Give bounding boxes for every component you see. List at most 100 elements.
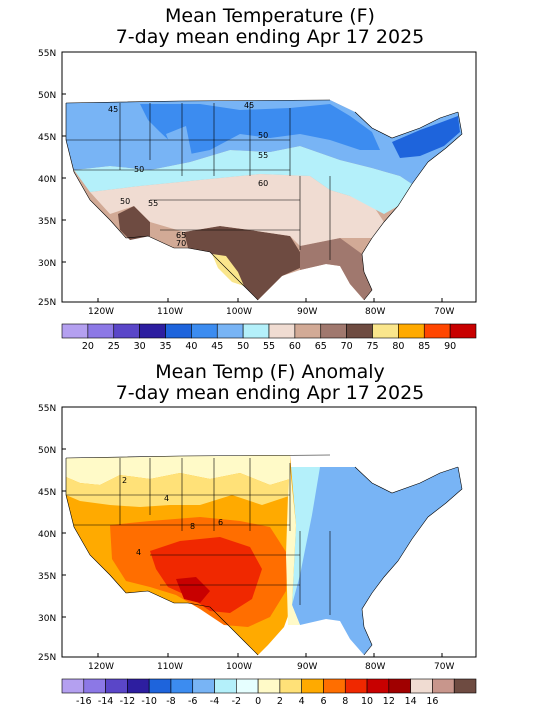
colorbar-label: 12 <box>383 696 395 707</box>
colorbar-label: -4 <box>210 696 219 707</box>
lon-label: 110W <box>157 307 183 317</box>
colorbar-swatch <box>301 678 324 694</box>
lat-label: 55N <box>38 49 56 59</box>
colorbar-label: -8 <box>166 696 175 707</box>
colorbar-swatch <box>423 323 451 339</box>
colorbar-swatch <box>148 678 172 694</box>
colorbar-swatch <box>366 678 390 694</box>
contour-label: 8 <box>190 522 195 531</box>
colorbar-label: -14 <box>98 696 114 707</box>
contour-label: 50 <box>120 197 130 206</box>
colorbar-anomaly: -16 -14 -12 -10 -8 -6 -4 -2 0 2 4 6 8 10 12 14 16 <box>61 678 477 707</box>
colorbar-swatch <box>344 678 368 694</box>
colorbar-swatch <box>113 323 140 339</box>
lon-label: 90W <box>297 662 317 672</box>
colorbar-swatch <box>410 678 433 694</box>
colorbar-swatch <box>398 323 425 339</box>
lat-label: 50N <box>38 91 56 101</box>
colorbar-swatch <box>105 678 128 694</box>
colorbar-label: 0 <box>255 696 261 707</box>
colorbar-label: 2 <box>277 696 283 707</box>
colorbar-label: 90 <box>444 341 456 352</box>
colorbar-swatch <box>214 678 237 694</box>
colorbar-swatch <box>83 678 106 694</box>
colorbar-swatch <box>279 678 302 694</box>
lon-label: 70W <box>434 662 454 672</box>
colorbar-label: 85 <box>418 341 430 352</box>
lat-label: 25N <box>38 653 56 663</box>
colorbar-label: 75 <box>366 341 378 352</box>
colorbar-label: 4 <box>299 696 305 707</box>
lon-label: 110W <box>157 662 183 672</box>
longitude-labels: 120W 110W 100W 90W 80W 70W <box>88 307 454 317</box>
map-title-2: Mean Temp (F) Anomaly 7-day mean ending … <box>0 362 540 404</box>
contour-label: 65 <box>176 231 186 240</box>
lon-label: 80W <box>365 307 385 317</box>
colorbar-swatch <box>320 323 347 339</box>
colorbar-label: 40 <box>185 341 197 352</box>
lat-label: 45N <box>38 488 56 498</box>
state-borders <box>65 99 463 301</box>
contour-label: 6 <box>218 518 223 527</box>
colorbar-label: 80 <box>392 341 404 352</box>
ticks <box>62 448 443 657</box>
colorbar-label: 16 <box>426 696 438 707</box>
latitude-labels: 55N 50N 45N 40N 35N 30N 25N <box>38 404 56 663</box>
contour-label: 2 <box>122 476 127 485</box>
colorbar-label: 14 <box>405 696 417 707</box>
lat-ticks <box>62 93 443 302</box>
colorbar-label: 30 <box>134 341 146 352</box>
colorbar-swatch <box>449 323 477 339</box>
colorbar-label: 65 <box>315 341 327 352</box>
contour-label: 70 <box>176 239 186 248</box>
colorbar-swatch <box>388 678 411 694</box>
contour-label: 45 <box>108 105 118 114</box>
title-line-2: 7-day mean ending Apr 17 2025 <box>115 382 425 404</box>
colorbar-label: 45 <box>211 341 223 352</box>
colorbar-swatch <box>294 323 322 339</box>
colorbar-swatch <box>61 678 85 694</box>
colorbar-swatch <box>236 678 259 694</box>
title-line-1: Mean Temperature (F) <box>165 5 375 27</box>
contour-label: 50 <box>258 131 268 140</box>
contour-label: 55 <box>148 199 158 208</box>
lat-label: 40N <box>38 175 56 185</box>
colorbar-label: 35 <box>159 341 171 352</box>
lat-label: 35N <box>38 217 56 227</box>
title-line-2: 7-day mean ending Apr 17 2025 <box>115 26 425 48</box>
contour-label: 4 <box>136 548 141 557</box>
colorbar-swatch <box>191 323 218 339</box>
map-frame <box>61 51 477 303</box>
temperature-map: 45 45 50 50 55 60 50 55 65 70 55N 50N 45… <box>38 49 477 352</box>
contour-label: 55 <box>258 151 268 160</box>
lon-label: 100W <box>226 307 252 317</box>
contour-label: 4 <box>164 494 169 503</box>
colorbar-label: 8 <box>342 696 348 707</box>
lon-label: 120W <box>88 662 114 672</box>
anomaly-map: 2 4 6 8 4 55N 50N 45N 40N 35N 30N 25N 12… <box>38 404 477 707</box>
lon-label: 80W <box>365 662 385 672</box>
colorbar-swatch <box>453 678 477 694</box>
lat-label: 50N <box>38 446 56 456</box>
colorbar-label: 10 <box>361 696 373 707</box>
map-frame <box>61 406 477 658</box>
lat-label: 55N <box>38 404 56 414</box>
colorbar-swatch <box>61 323 89 339</box>
map-title-1: Mean Temperature (F) 7-day mean ending A… <box>0 6 540 48</box>
colorbar-label: 25 <box>108 341 120 352</box>
colorbar-label: 50 <box>237 341 249 352</box>
latitude-labels: 55N 50N 45N 40N 35N 30N 25N <box>38 49 56 308</box>
colorbar-label: 6 <box>320 696 326 707</box>
lat-label: 35N <box>38 572 56 582</box>
colorbar-swatch <box>139 323 166 339</box>
longitude-labels: 120W 110W 100W 90W 80W 70W <box>88 662 454 672</box>
colorbar-label: 60 <box>289 341 301 352</box>
colorbar-swatch <box>257 678 281 694</box>
colorbar-label: 70 <box>341 341 353 352</box>
colorbar-swatch <box>346 323 373 339</box>
colorbar-swatch <box>127 678 150 694</box>
lat-label: 30N <box>38 259 56 269</box>
contour-label: 60 <box>258 179 268 188</box>
colorbar-swatch <box>165 323 192 339</box>
colorbar-swatch <box>323 678 346 694</box>
